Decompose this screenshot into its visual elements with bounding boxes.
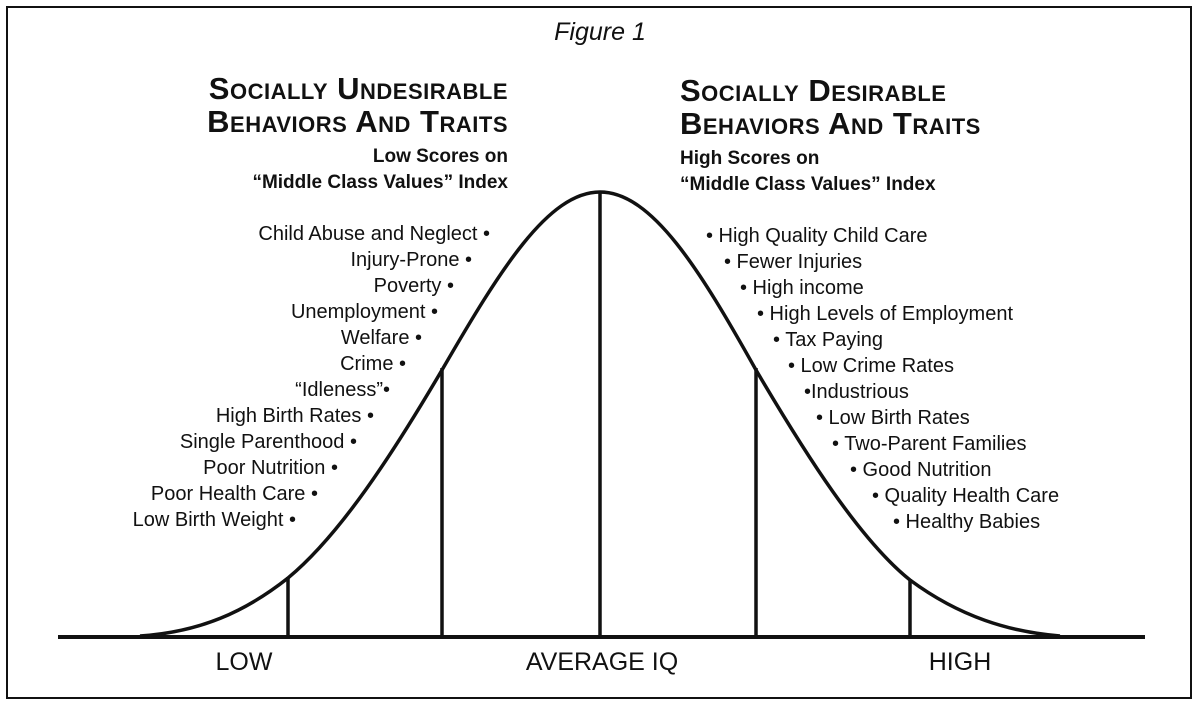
- right-subheading-line-2: “Middle Class Values” Index: [680, 174, 936, 195]
- left-heading-line-1: Socially Undesirable: [208, 71, 508, 106]
- axis-label-average: AVERAGE IQ: [525, 648, 679, 676]
- right-heading: Socially Desirable Behaviors And Traits: [680, 74, 981, 140]
- left-trait-item: Unemployment •: [290, 301, 438, 323]
- right-trait-item: • Healthy Babies: [893, 511, 1041, 533]
- left-trait-item: Welfare •: [340, 327, 422, 349]
- left-subheading-line-2: “Middle Class Values” Index: [252, 172, 508, 193]
- left-heading: Socially Undesirable Behaviors And Trait…: [207, 72, 508, 138]
- right-trait-item: • Two-Parent Families: [832, 433, 1027, 455]
- right-trait-item: • Tax Paying: [773, 329, 884, 351]
- axis-label-high: HIGH: [928, 648, 992, 676]
- right-trait-item: • High Quality Child Care: [706, 225, 928, 247]
- right-heading-line-1: Socially Desirable: [680, 73, 947, 108]
- left-trait-item: Poverty •: [373, 275, 454, 297]
- right-trait-item: • High income: [740, 277, 864, 299]
- left-trait-item: Crime •: [340, 353, 406, 375]
- figure-title: Figure 1: [554, 18, 646, 46]
- left-trait-item: High Birth Rates •: [215, 405, 374, 427]
- right-subheading-line-1: High Scores on: [680, 148, 820, 169]
- right-trait-item: • Low Birth Rates: [816, 407, 970, 429]
- right-trait-item: •Industrious: [804, 381, 909, 403]
- right-trait-item: • Quality Health Care: [872, 485, 1060, 507]
- right-subheading: High Scores on “Middle Class Values” Ind…: [680, 146, 936, 198]
- right-trait-item: • Fewer Injuries: [724, 251, 863, 273]
- left-trait-item: Single Parenthood •: [179, 431, 357, 453]
- left-trait-item: Low Birth Weight •: [132, 509, 296, 531]
- left-trait-item: Injury-Prone •: [350, 249, 473, 271]
- right-trait-item: • High Levels of Employment: [757, 303, 1014, 325]
- left-trait-item: Poor Health Care •: [150, 483, 318, 505]
- axis-label-low: LOW: [215, 648, 273, 676]
- left-trait-item: Poor Nutrition •: [203, 457, 338, 479]
- figure-frame: [6, 6, 1192, 699]
- right-trait-item: • Low Crime Rates: [788, 355, 954, 377]
- left-subheading: Low Scores on “Middle Class Values” Inde…: [252, 144, 508, 196]
- left-trait-item: Child Abuse and Neglect •: [258, 223, 490, 245]
- right-heading-line-2: Behaviors And Traits: [680, 106, 981, 141]
- right-trait-item: • Good Nutrition: [850, 459, 992, 481]
- left-trait-item: “Idleness”•: [295, 379, 390, 401]
- left-heading-line-2: Behaviors And Traits: [207, 104, 508, 139]
- left-subheading-line-1: Low Scores on: [372, 146, 508, 167]
